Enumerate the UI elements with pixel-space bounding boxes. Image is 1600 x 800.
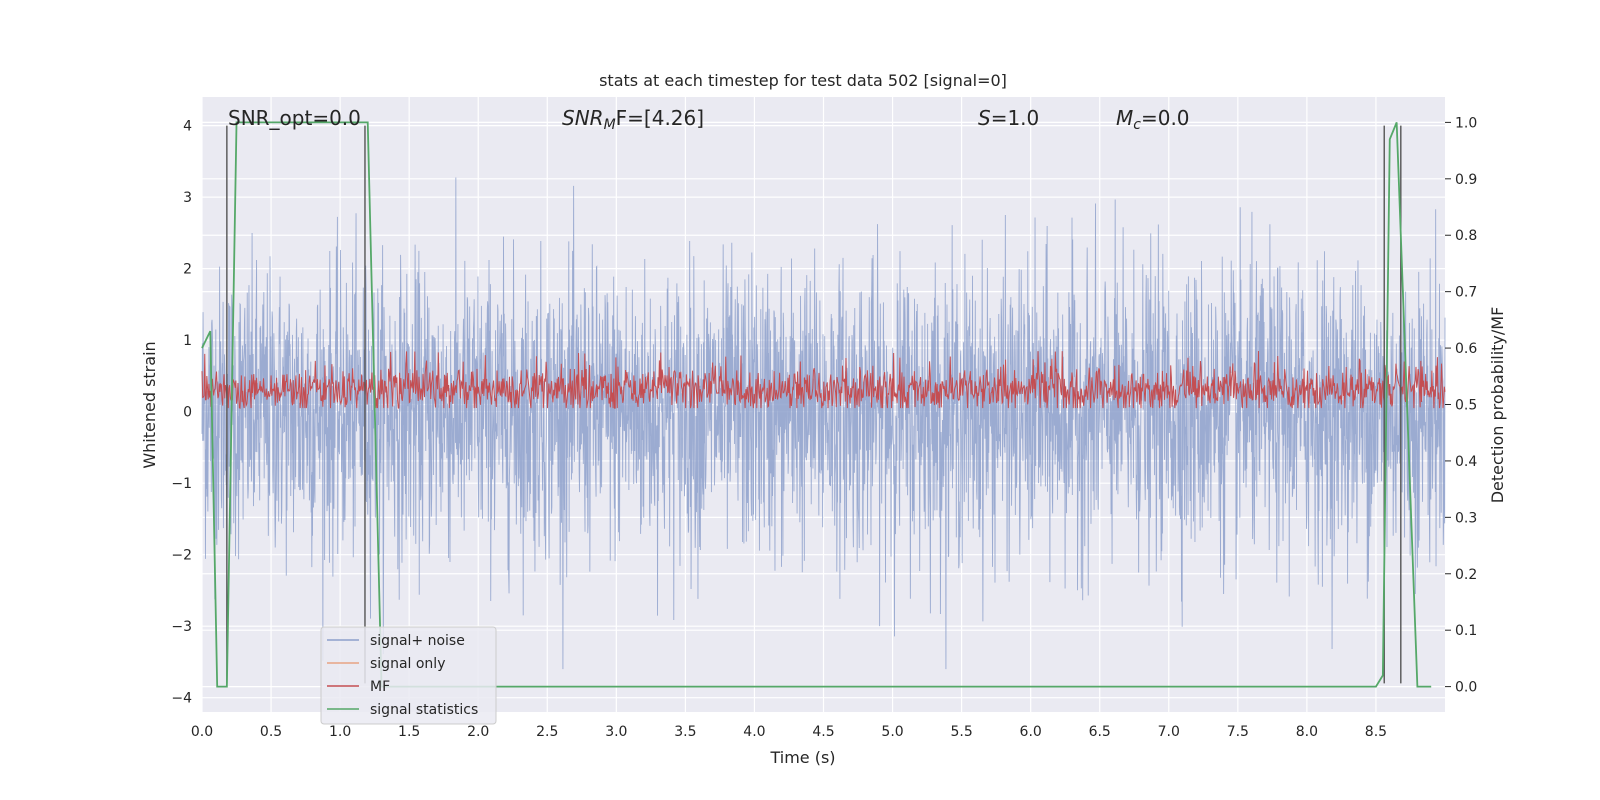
- legend-label-signal-only: signal only: [370, 656, 445, 672]
- annotation-snr-mf-base: SNR: [562, 106, 604, 130]
- y-tick-label: −2: [171, 548, 192, 564]
- y2-tick-label: 1.0: [1455, 115, 1477, 131]
- annotation-mc-value: =0.0: [1141, 106, 1190, 130]
- x-ticks: 0.0 0.5 1.0 1.5 2.0 2.5 3.0 3.5 4.0 4.5 5.0 5.5 6.0 6…: [191, 724, 1387, 740]
- x-tick-label: 6.0: [1020, 724, 1042, 740]
- x-tick-label: 6.5: [1089, 724, 1111, 740]
- x-tick-label: 2.0: [467, 724, 489, 740]
- y2-tick-label: 0.3: [1455, 510, 1477, 526]
- y-tick-label: −1: [171, 476, 192, 492]
- y-tick-label: −4: [171, 691, 192, 707]
- series-signal-statistics: [201, 121, 1432, 688]
- y2-tick-label: 0.1: [1455, 623, 1477, 639]
- y-tick-label: −3: [171, 619, 192, 635]
- y-tick-label: 1: [183, 333, 192, 349]
- y2-tick-label: 0.7: [1455, 285, 1477, 301]
- y2-ticks: 1.0 0.9 0.8 0.7 0.6 0.5 0.4 0.3 0.2 0.1 0.0: [1445, 115, 1477, 696]
- series-mf: [201, 350, 1446, 409]
- x-tick-label: 4.0: [743, 724, 765, 740]
- y-tick-label: 0: [183, 405, 192, 421]
- x-axis-label: Time (s): [769, 748, 835, 767]
- annotation-s: S=1.0: [978, 106, 1039, 130]
- legend-label-signal-statistics: signal statistics: [370, 702, 478, 718]
- x-tick-label: 2.5: [536, 724, 558, 740]
- annotation-s-label: S: [978, 106, 991, 130]
- annotation-snr-mf-sub: M: [604, 117, 616, 133]
- signal-statistics-line: [201, 121, 1432, 688]
- y2-tick-label: 0.9: [1455, 172, 1477, 188]
- y2-tick-label: 0.5: [1455, 398, 1477, 414]
- x-tick-label: 1.5: [398, 724, 420, 740]
- chart-title: stats at each timestep for test data 502…: [599, 71, 1007, 90]
- annotation-s-value: =1.0: [991, 106, 1040, 130]
- y-axis-label: Whitened strain: [140, 341, 159, 468]
- x-tick-label: 1.0: [329, 724, 351, 740]
- x-tick-label: 3.5: [674, 724, 696, 740]
- series-signal-noise: [201, 177, 1446, 670]
- annotation-snr-mf: SNRMF=[4.26]: [562, 106, 704, 133]
- y2-tick-label: 0.2: [1455, 567, 1477, 583]
- x-tick-label: 7.5: [1227, 724, 1249, 740]
- y2-tick-label: 0.6: [1455, 341, 1477, 357]
- signal-noise-line: [201, 177, 1446, 670]
- x-tick-label: 0.0: [191, 724, 213, 740]
- annotation-snr-mf-rest: F=[4.26]: [616, 106, 704, 130]
- annotation-mc: Mc=0.0: [1116, 106, 1190, 133]
- y-tick-label: 2: [183, 262, 192, 278]
- y2-tick-label: 0.0: [1455, 680, 1477, 696]
- legend-label-mf: MF: [370, 679, 390, 695]
- y-tick-label: 4: [183, 119, 192, 135]
- x-tick-label: 0.5: [260, 724, 282, 740]
- x-tick-label: 5.0: [881, 724, 903, 740]
- legend-frame: [320, 626, 497, 725]
- y2-tick-label: 0.4: [1455, 454, 1477, 470]
- mf-line: [201, 350, 1446, 409]
- x-tick-label: 7.0: [1158, 724, 1180, 740]
- x-tick-label: 5.5: [950, 724, 972, 740]
- y-ticks: 4 3 2 1 0 −1 −2 −3 −4: [171, 119, 192, 707]
- x-tick-label: 8.0: [1296, 724, 1318, 740]
- annotation-mc-label: M: [1116, 106, 1133, 130]
- x-tick-label: 4.5: [812, 724, 834, 740]
- x-tick-label: 8.5: [1365, 724, 1387, 740]
- y2-axis-label: Detection probability/MF: [1488, 307, 1507, 504]
- legend-label-signal-noise: signal+ noise: [370, 633, 465, 649]
- x-tick-label: 3.0: [605, 724, 627, 740]
- annotation-mc-sub: c: [1133, 117, 1141, 133]
- legend: signal+ noise signal only MF signal stat…: [320, 626, 497, 725]
- y-tick-label: 3: [183, 190, 192, 206]
- annotation-snr-opt: SNR_opt=0.0: [228, 106, 361, 130]
- y2-tick-label: 0.8: [1455, 228, 1477, 244]
